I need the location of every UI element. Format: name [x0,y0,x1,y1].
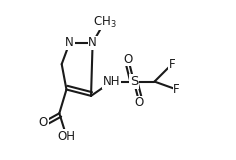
Text: NH: NH [103,75,120,88]
Text: S: S [130,75,138,88]
Text: F: F [169,58,175,71]
Text: N: N [65,36,74,49]
Text: O: O [39,116,48,128]
Text: OH: OH [57,130,76,143]
Text: O: O [135,96,144,109]
Text: CH$_3$: CH$_3$ [93,15,116,30]
Text: N: N [88,36,97,49]
Text: F: F [173,83,180,96]
Text: O: O [124,53,133,66]
